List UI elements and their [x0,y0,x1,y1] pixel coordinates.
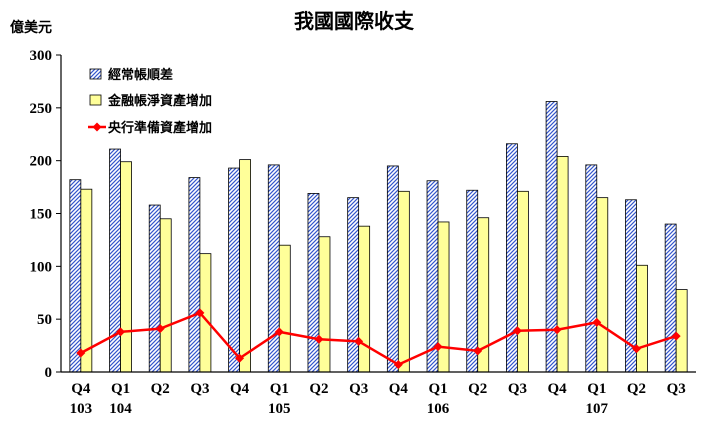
bar-financial-account [239,159,251,373]
axes [60,55,696,373]
bar-current-account [188,177,201,373]
x-year-label: 106 [427,401,450,417]
bar-current-account [228,167,240,373]
legend-swatch-reserve-marker [92,122,102,132]
line-point-marker [473,346,483,356]
x-tick-label: Q2 [309,381,328,397]
x-year-label: 107 [586,401,609,417]
line-point-marker [195,308,205,318]
bar-current-account [267,164,280,373]
line-point-marker [552,325,562,335]
y-tick-label: 300 [30,48,53,64]
bar-current-account [109,148,121,373]
line-layer [76,308,681,370]
bar-financial-account [397,190,410,373]
bar-financial-account [120,161,132,373]
x-tick-label: Q4 [230,381,250,397]
bar-financial-account [80,188,93,373]
line-point-marker [393,360,403,370]
legend-label: 金融帳淨資產增加 [107,93,212,109]
x-tick-label: Q4 [71,381,91,397]
x-tick-label: Q1 [428,381,447,397]
legend-swatch-current-account [89,68,102,80]
y-tick-label: 200 [30,154,53,170]
bar-current-account [506,143,518,373]
line-point-marker [354,336,364,346]
x-tick-label: Q4 [389,381,409,397]
y-tick-label: 50 [37,312,52,328]
x-tick-label: Q2 [151,381,170,397]
line-point-marker [592,317,602,327]
x-tick-label: Q1 [270,381,289,397]
line-point-marker [433,342,443,352]
bar-financial-account [437,221,450,373]
y-axis-unit-label: 億美元 [10,19,52,36]
legend-label: 經常帳順差 [108,67,173,83]
x-tick-label: Q1 [111,381,130,397]
line-point-marker [76,348,86,358]
line-point-marker [314,334,324,344]
bar-financial-account [675,289,688,373]
y-tick-label: 250 [30,101,53,117]
line-point-marker [116,327,126,337]
bar-current-account [307,193,320,373]
x-year-label: 103 [70,401,93,417]
bar-current-account [426,180,439,373]
x-tick-label: Q2 [627,381,646,397]
x-tick-label: Q3 [508,381,527,397]
bar-current-account [664,223,677,373]
bar-financial-account [159,218,172,373]
bar-financial-account [636,264,648,373]
bar-current-account [347,197,360,373]
legend-label: 央行準備資產增加 [108,120,212,136]
bar-financial-account [358,225,371,373]
x-axis-labels: Q4 103 Q1 104 Q2 Q3 Q4 Q1 105 Q2 Q3 Q4 Q1 106 Q2 Q3 Q4 Q1… [70,381,686,417]
bar-financial-account [556,156,569,373]
bar-financial-account [318,236,331,373]
bar-current-account [585,164,598,373]
x-tick-label: Q4 [548,381,568,397]
x-tick-label: Q3 [190,381,209,397]
y-tick-label: 100 [30,259,53,275]
x-tick-label: Q3 [349,381,368,397]
line-point-marker [512,326,522,336]
line-point-marker [631,344,641,354]
x-year-label: 105 [268,401,291,417]
y-axis-ticks: 0 50 100 150 200 250 300 [30,48,61,381]
bar-financial-account [278,244,291,373]
bar-layer [69,101,688,373]
y-tick-label: 0 [45,365,53,381]
y-tick-label: 150 [30,207,53,223]
bar-current-account [148,204,161,373]
x-tick-label: Q3 [667,381,686,397]
chart-title: 我國國際收支 [294,9,415,33]
bar-financial-account [596,197,609,373]
line-point-marker [671,331,681,341]
line-point-marker [235,353,245,363]
bar-financial-account [517,190,529,373]
bar-current-account [466,189,479,373]
line-point-marker [274,327,284,337]
x-tick-label: Q2 [468,381,487,397]
legend-swatch-financial-account [89,94,102,106]
line-point-marker [155,324,165,334]
bar-current-account [69,179,82,373]
x-tick-label: Q1 [587,381,606,397]
bar-current-account [386,165,399,373]
line-reserve-assets [80,311,677,367]
x-year-label: 104 [109,401,132,417]
